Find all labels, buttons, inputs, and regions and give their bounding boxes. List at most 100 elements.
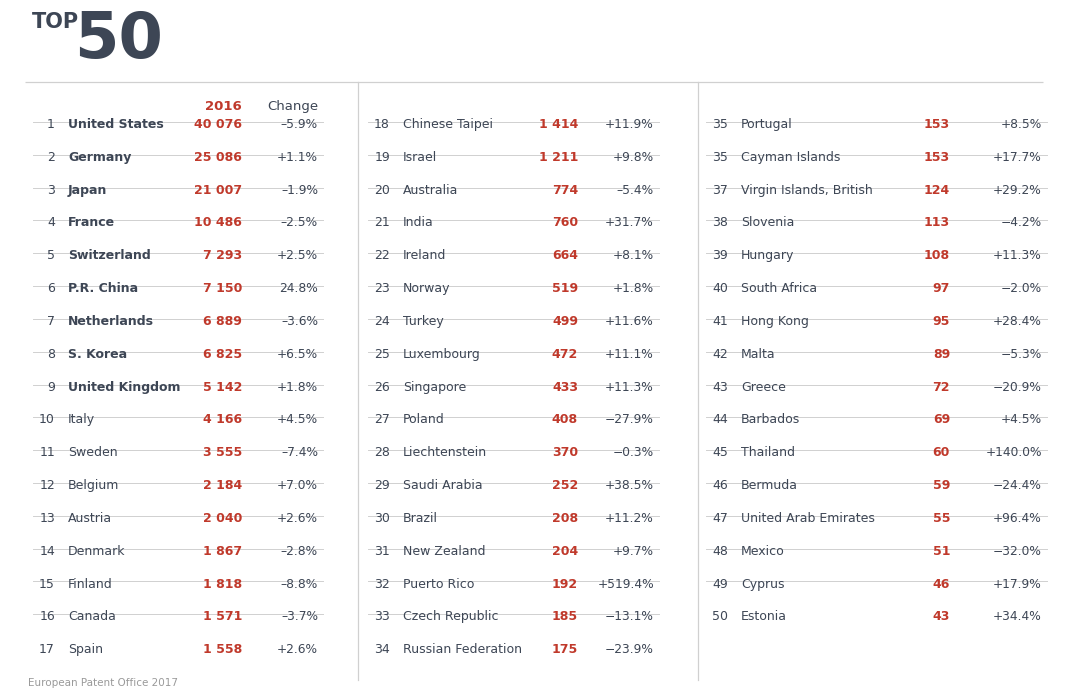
Text: 9: 9: [47, 380, 54, 394]
Text: +29.2%: +29.2%: [993, 184, 1042, 197]
Text: Australia: Australia: [403, 184, 458, 197]
Text: South Africa: South Africa: [741, 282, 817, 295]
Text: Thailand: Thailand: [741, 446, 795, 459]
Text: 44: 44: [712, 413, 728, 426]
Text: 55: 55: [932, 512, 951, 525]
Text: Virgin Islands, British: Virgin Islands, British: [741, 184, 873, 197]
Text: +2.5%: +2.5%: [277, 249, 318, 262]
Text: 34: 34: [374, 643, 390, 656]
Text: +31.7%: +31.7%: [606, 216, 654, 230]
Text: P.R. China: P.R. China: [68, 282, 138, 295]
Text: –1.9%: –1.9%: [281, 184, 318, 197]
Text: 499: 499: [552, 315, 578, 328]
Text: Slovenia: Slovenia: [741, 216, 795, 230]
Text: Russian Federation: Russian Federation: [403, 643, 522, 656]
Text: –2.8%: –2.8%: [281, 544, 318, 558]
Text: 43: 43: [712, 380, 728, 394]
Text: –2.5%: –2.5%: [281, 216, 318, 230]
Text: 1 211: 1 211: [538, 151, 578, 164]
Text: +1.1%: +1.1%: [277, 151, 318, 164]
Text: +1.8%: +1.8%: [277, 380, 318, 394]
Text: Switzerland: Switzerland: [68, 249, 151, 262]
Text: 8: 8: [47, 348, 54, 361]
Text: Japan: Japan: [68, 184, 108, 197]
Text: 208: 208: [552, 512, 578, 525]
Text: Italy: Italy: [68, 413, 95, 426]
Text: –7.4%: –7.4%: [281, 446, 318, 459]
Text: 46: 46: [712, 479, 728, 492]
Text: 4: 4: [47, 216, 54, 230]
Text: 433: 433: [552, 380, 578, 394]
Text: Hungary: Hungary: [741, 249, 795, 262]
Text: Germany: Germany: [68, 151, 131, 164]
Text: −2.0%: −2.0%: [1001, 282, 1042, 295]
Text: Change: Change: [267, 100, 318, 113]
Text: +38.5%: +38.5%: [604, 479, 654, 492]
Text: 153: 153: [924, 151, 951, 164]
Text: Puerto Rico: Puerto Rico: [403, 577, 474, 591]
Text: 185: 185: [552, 610, 578, 623]
Text: 24.8%: 24.8%: [279, 282, 318, 295]
Text: 13: 13: [40, 512, 54, 525]
Text: Belgium: Belgium: [68, 479, 120, 492]
Text: 113: 113: [924, 216, 951, 230]
Text: 33: 33: [374, 610, 390, 623]
Text: 1: 1: [47, 118, 54, 131]
Text: France: France: [68, 216, 115, 230]
Text: 35: 35: [712, 151, 728, 164]
Text: 3 555: 3 555: [203, 446, 242, 459]
Text: +4.5%: +4.5%: [277, 413, 318, 426]
Text: 192: 192: [552, 577, 578, 591]
Text: –5.4%: –5.4%: [617, 184, 654, 197]
Text: Portugal: Portugal: [741, 118, 792, 131]
Text: 27: 27: [374, 413, 390, 426]
Text: 12: 12: [40, 479, 54, 492]
Text: 204: 204: [552, 544, 578, 558]
Text: 69: 69: [932, 413, 951, 426]
Text: 46: 46: [932, 577, 951, 591]
Text: Cayman Islands: Cayman Islands: [741, 151, 841, 164]
Text: 5 142: 5 142: [203, 380, 242, 394]
Text: Estonia: Estonia: [741, 610, 787, 623]
Text: TOP: TOP: [32, 12, 79, 32]
Text: 124: 124: [924, 184, 951, 197]
Text: 1 818: 1 818: [203, 577, 242, 591]
Text: –3.6%: –3.6%: [281, 315, 318, 328]
Text: Greece: Greece: [741, 380, 786, 394]
Text: Austria: Austria: [68, 512, 112, 525]
Text: Finland: Finland: [68, 577, 113, 591]
Text: 2 040: 2 040: [203, 512, 242, 525]
Text: 40 076: 40 076: [194, 118, 242, 131]
Text: 43: 43: [932, 610, 951, 623]
Text: Saudi Arabia: Saudi Arabia: [403, 479, 483, 492]
Text: −0.3%: −0.3%: [613, 446, 654, 459]
Text: 11: 11: [40, 446, 54, 459]
Text: India: India: [403, 216, 434, 230]
Text: 30: 30: [374, 512, 390, 525]
Text: Chinese Taipei: Chinese Taipei: [403, 118, 493, 131]
Text: 20: 20: [374, 184, 390, 197]
Text: 10 486: 10 486: [194, 216, 242, 230]
Text: Mexico: Mexico: [741, 544, 785, 558]
Text: –3.7%: –3.7%: [281, 610, 318, 623]
Text: Hong Kong: Hong Kong: [741, 315, 808, 328]
Text: Malta: Malta: [741, 348, 775, 361]
Text: 60: 60: [932, 446, 951, 459]
Text: +2.6%: +2.6%: [277, 643, 318, 656]
Text: 37: 37: [712, 184, 728, 197]
Text: 24: 24: [374, 315, 390, 328]
Text: +11.6%: +11.6%: [606, 315, 654, 328]
Text: Poland: Poland: [403, 413, 444, 426]
Text: +4.5%: +4.5%: [1001, 413, 1042, 426]
Text: −27.9%: −27.9%: [606, 413, 654, 426]
Text: +140.0%: +140.0%: [986, 446, 1042, 459]
Text: 3: 3: [47, 184, 54, 197]
Text: 519: 519: [552, 282, 578, 295]
Text: 472: 472: [552, 348, 578, 361]
Text: −24.4%: −24.4%: [993, 479, 1042, 492]
Text: 89: 89: [932, 348, 951, 361]
Text: Spain: Spain: [68, 643, 103, 656]
Text: Netherlands: Netherlands: [68, 315, 154, 328]
Text: +9.8%: +9.8%: [613, 151, 654, 164]
Text: +7.0%: +7.0%: [277, 479, 318, 492]
